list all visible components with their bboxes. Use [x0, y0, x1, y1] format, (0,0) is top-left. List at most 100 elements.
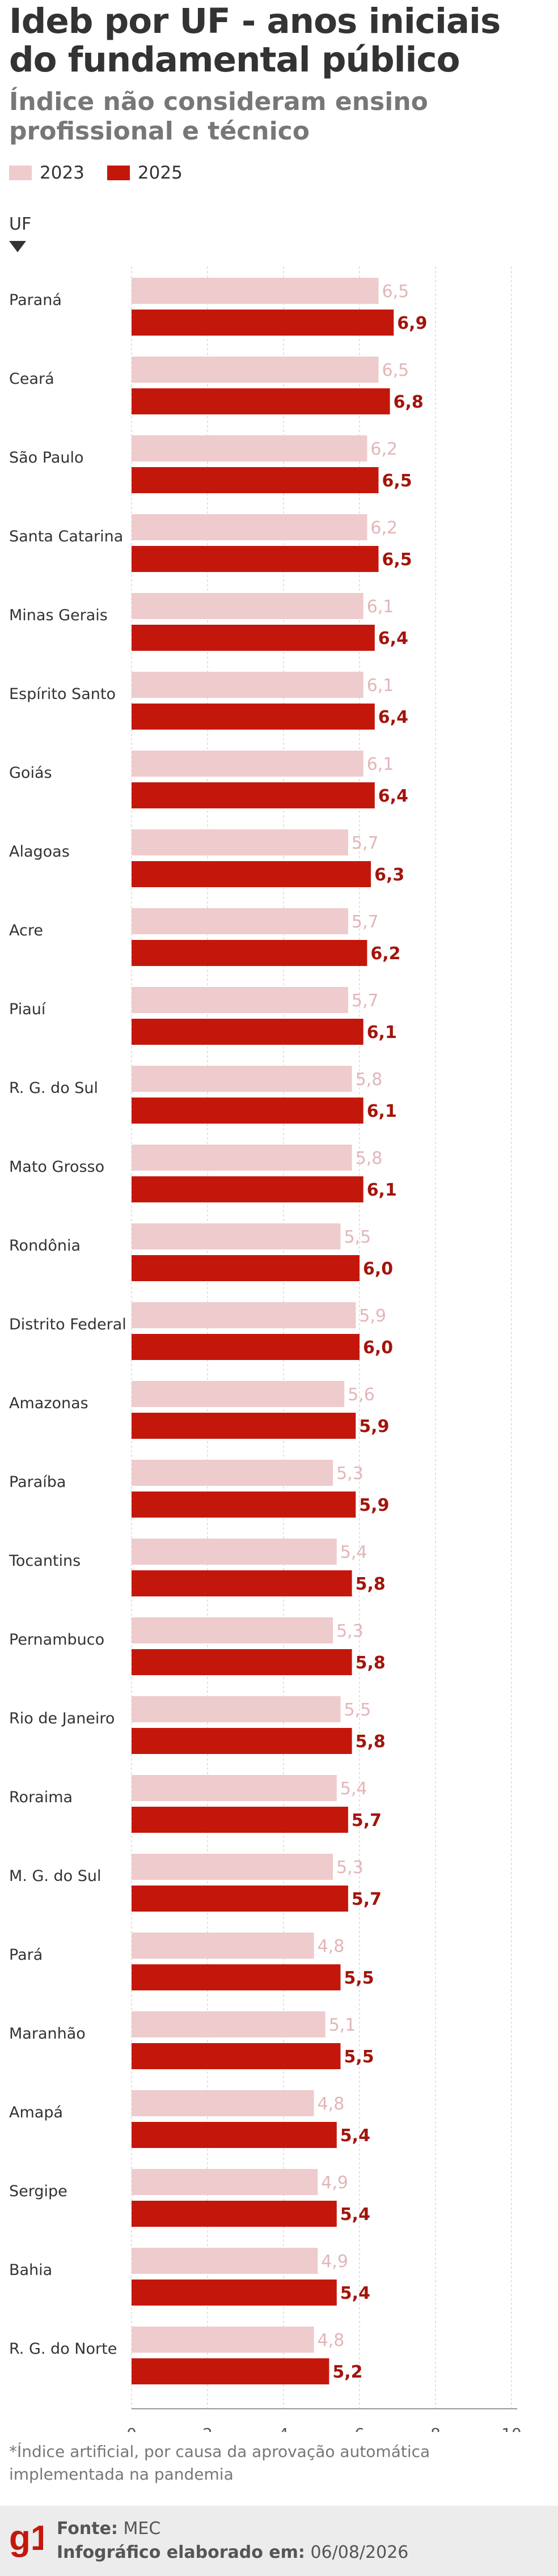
- bar-2023[interactable]: [132, 672, 363, 698]
- bar-2025[interactable]: [132, 2280, 337, 2306]
- bar-2023[interactable]: [132, 1066, 352, 1092]
- bar-2025[interactable]: [132, 2122, 337, 2148]
- category-label: Tocantins: [9, 1552, 81, 1570]
- bar-2023[interactable]: [132, 514, 367, 540]
- bar-2023[interactable]: [132, 829, 348, 855]
- x-tick-label: 4: [278, 2425, 289, 2432]
- bar-2023[interactable]: [132, 2327, 314, 2353]
- x-tick-label: 6: [354, 2425, 365, 2432]
- bar-2025[interactable]: [132, 2201, 337, 2227]
- data-label-2025: 6,5: [382, 550, 412, 570]
- data-label-2023: 5,3: [336, 1621, 363, 1641]
- category-label: Acre: [9, 922, 43, 939]
- category-label: Distrito Federal: [9, 1316, 126, 1333]
- bar-2023[interactable]: [132, 908, 348, 934]
- bar-chart: Paraná 6,5 6,9 Ceará 6,5 6,8 São Paulo 6,2 6,5 Sa…: [9, 266, 522, 2432]
- data-label-2023: 5,3: [336, 1464, 363, 1484]
- bar-2023[interactable]: [132, 1854, 333, 1880]
- bar-2025[interactable]: [132, 1570, 352, 1596]
- category-label: Espírito Santo: [9, 685, 116, 703]
- data-label-2023: 5,7: [352, 991, 379, 1011]
- bar-2023[interactable]: [132, 1617, 333, 1643]
- data-label-2023: 5,4: [340, 1543, 367, 1562]
- bar-2025[interactable]: [132, 546, 379, 572]
- bar-2023[interactable]: [132, 2090, 314, 2116]
- category-label: Rio de Janeiro: [9, 1710, 115, 1727]
- category-label: Amazonas: [9, 1395, 88, 1412]
- data-label-2023: 5,7: [352, 833, 379, 853]
- bar-2025[interactable]: [132, 1413, 356, 1439]
- data-label-2025: 5,9: [359, 1495, 389, 1515]
- bar-2023[interactable]: [132, 751, 363, 777]
- bar-2023[interactable]: [132, 2011, 325, 2037]
- bar-2025[interactable]: [132, 1334, 360, 1360]
- bar-2025[interactable]: [132, 2358, 329, 2384]
- bar-2023[interactable]: [132, 1223, 341, 1249]
- data-label-2023: 5,3: [336, 1858, 363, 1878]
- bar-2025[interactable]: [132, 1964, 341, 1990]
- data-label-2025: 6,1: [367, 1101, 397, 1121]
- bar-2023[interactable]: [132, 435, 367, 461]
- category-label: Pernambuco: [9, 1631, 104, 1649]
- bar-2023[interactable]: [132, 2248, 318, 2274]
- bar-2025[interactable]: [132, 1019, 363, 1045]
- bar-2025[interactable]: [132, 388, 390, 414]
- g1-logo-icon: g1: [9, 2519, 43, 2558]
- bar-2023[interactable]: [132, 593, 363, 619]
- chart-subtitle: Índice não consideram ensino profissiona…: [9, 87, 428, 146]
- data-label-2023: 4,9: [321, 2173, 348, 2193]
- data-label-2023: 6,2: [370, 439, 398, 459]
- bar-2025[interactable]: [132, 467, 379, 493]
- category-label: Pará: [9, 1946, 43, 1964]
- bar-2025[interactable]: [132, 1176, 363, 1202]
- category-label: M. G. do Sul: [9, 1867, 102, 1885]
- bar-2025[interactable]: [132, 1649, 352, 1675]
- bar-2023[interactable]: [132, 357, 379, 383]
- bar-2025[interactable]: [132, 940, 367, 966]
- bar-2023[interactable]: [132, 1460, 333, 1486]
- bar-2025[interactable]: [132, 1886, 348, 1912]
- bar-2025[interactable]: [132, 1255, 360, 1281]
- legend-swatch-2023: [9, 166, 32, 180]
- category-label: Goiás: [9, 764, 52, 782]
- bar-2025[interactable]: [132, 704, 375, 730]
- bar-2023[interactable]: [132, 278, 379, 304]
- legend-label-2025: 2025: [137, 163, 183, 183]
- bar-2025[interactable]: [132, 1807, 348, 1833]
- sort-arrow-icon[interactable]: [9, 241, 26, 252]
- bar-2025[interactable]: [132, 625, 375, 651]
- bar-2025[interactable]: [132, 1728, 352, 1754]
- bar-2023[interactable]: [132, 2169, 318, 2195]
- bar-2023[interactable]: [132, 1775, 337, 1801]
- bar-2023[interactable]: [132, 1539, 337, 1565]
- data-label-2025: 5,7: [352, 1811, 382, 1831]
- legend-swatch-2025: [107, 166, 130, 180]
- bar-2023[interactable]: [132, 987, 348, 1013]
- bar-2025[interactable]: [132, 782, 375, 808]
- data-label-2023: 5,9: [359, 1306, 386, 1326]
- bar-2025[interactable]: [132, 2043, 341, 2069]
- category-label: Minas Gerais: [9, 607, 108, 624]
- bar-2023[interactable]: [132, 1381, 345, 1407]
- data-label-2023: 5,7: [352, 912, 379, 932]
- category-label: Mato Grosso: [9, 1158, 104, 1176]
- data-label-2023: 6,5: [382, 361, 409, 380]
- bar-2025[interactable]: [132, 861, 371, 887]
- data-label-2025: 5,8: [356, 1574, 386, 1594]
- data-label-2025: 6,3: [374, 865, 404, 885]
- data-label-2023: 5,5: [344, 1227, 371, 1247]
- data-label-2025: 6,4: [378, 707, 408, 727]
- bar-2025[interactable]: [132, 1492, 356, 1518]
- source-label: Fonte:: [57, 2519, 118, 2539]
- bar-2023[interactable]: [132, 1696, 341, 1722]
- bar-2025[interactable]: [132, 1098, 363, 1124]
- data-label-2025: 6,0: [363, 1259, 393, 1279]
- category-label: Paraná: [9, 291, 62, 309]
- data-label-2023: 6,1: [367, 676, 394, 696]
- bar-2023[interactable]: [132, 1302, 356, 1328]
- bar-2023[interactable]: [132, 1145, 352, 1171]
- made-label: Infográfico elaborado em:: [57, 2543, 305, 2562]
- category-axis-header: UF: [9, 214, 32, 234]
- bar-2023[interactable]: [132, 1933, 314, 1959]
- bar-2025[interactable]: [132, 310, 394, 336]
